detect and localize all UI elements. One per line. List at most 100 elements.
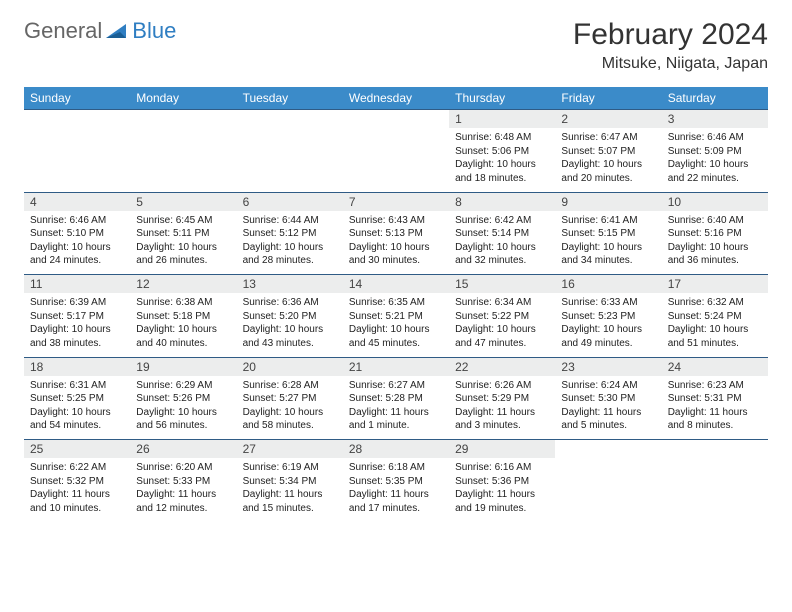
weekday-header: Sunday	[24, 87, 130, 110]
sunset-text: Sunset: 5:36 PM	[455, 475, 549, 489]
day-number-cell	[130, 110, 236, 129]
day-number-cell: 1	[449, 110, 555, 129]
sunset-text: Sunset: 5:32 PM	[30, 475, 124, 489]
sunset-text: Sunset: 5:23 PM	[561, 310, 655, 324]
day-detail-cell: Sunrise: 6:44 AMSunset: 5:12 PMDaylight:…	[237, 211, 343, 275]
sunrise-text: Sunrise: 6:29 AM	[136, 379, 230, 393]
day-number-cell	[343, 110, 449, 129]
day-detail-cell: Sunrise: 6:31 AMSunset: 5:25 PMDaylight:…	[24, 376, 130, 440]
day-detail-row: Sunrise: 6:31 AMSunset: 5:25 PMDaylight:…	[24, 376, 768, 440]
daylight-text: Daylight: 10 hours and 56 minutes.	[136, 406, 230, 433]
day-number-cell: 7	[343, 192, 449, 211]
day-number-cell: 23	[555, 357, 661, 376]
daylight-text: Daylight: 10 hours and 24 minutes.	[30, 241, 124, 268]
day-detail-cell: Sunrise: 6:29 AMSunset: 5:26 PMDaylight:…	[130, 376, 236, 440]
sunset-text: Sunset: 5:21 PM	[349, 310, 443, 324]
sunset-text: Sunset: 5:34 PM	[243, 475, 337, 489]
sunset-text: Sunset: 5:28 PM	[349, 392, 443, 406]
sunrise-text: Sunrise: 6:31 AM	[30, 379, 124, 393]
sunrise-text: Sunrise: 6:19 AM	[243, 461, 337, 475]
sunrise-text: Sunrise: 6:46 AM	[668, 131, 762, 145]
day-detail-row: Sunrise: 6:48 AMSunset: 5:06 PMDaylight:…	[24, 128, 768, 192]
day-detail-cell	[555, 458, 661, 522]
day-number-cell: 22	[449, 357, 555, 376]
day-detail-cell: Sunrise: 6:26 AMSunset: 5:29 PMDaylight:…	[449, 376, 555, 440]
sunset-text: Sunset: 5:07 PM	[561, 145, 655, 159]
day-number-cell	[662, 440, 768, 459]
daylight-text: Daylight: 11 hours and 15 minutes.	[243, 488, 337, 515]
day-number-cell: 26	[130, 440, 236, 459]
day-detail-cell	[343, 128, 449, 192]
sunrise-text: Sunrise: 6:33 AM	[561, 296, 655, 310]
sunrise-text: Sunrise: 6:28 AM	[243, 379, 337, 393]
brand-text-1: General	[24, 18, 102, 44]
day-number-cell: 19	[130, 357, 236, 376]
sunrise-text: Sunrise: 6:34 AM	[455, 296, 549, 310]
daylight-text: Daylight: 10 hours and 22 minutes.	[668, 158, 762, 185]
title-block: February 2024 Mitsuke, Niigata, Japan	[573, 18, 768, 73]
day-number-cell: 24	[662, 357, 768, 376]
sunset-text: Sunset: 5:09 PM	[668, 145, 762, 159]
daylight-text: Daylight: 10 hours and 20 minutes.	[561, 158, 655, 185]
month-title: February 2024	[573, 18, 768, 51]
day-detail-cell: Sunrise: 6:18 AMSunset: 5:35 PMDaylight:…	[343, 458, 449, 522]
day-number-cell: 14	[343, 275, 449, 294]
day-detail-cell: Sunrise: 6:35 AMSunset: 5:21 PMDaylight:…	[343, 293, 449, 357]
sunset-text: Sunset: 5:29 PM	[455, 392, 549, 406]
weekday-header: Friday	[555, 87, 661, 110]
daylight-text: Daylight: 10 hours and 49 minutes.	[561, 323, 655, 350]
day-detail-cell	[24, 128, 130, 192]
daylight-text: Daylight: 11 hours and 10 minutes.	[30, 488, 124, 515]
day-number-cell	[555, 440, 661, 459]
day-detail-cell: Sunrise: 6:38 AMSunset: 5:18 PMDaylight:…	[130, 293, 236, 357]
sunset-text: Sunset: 5:18 PM	[136, 310, 230, 324]
weekday-header: Tuesday	[237, 87, 343, 110]
day-detail-cell: Sunrise: 6:27 AMSunset: 5:28 PMDaylight:…	[343, 376, 449, 440]
sunset-text: Sunset: 5:15 PM	[561, 227, 655, 241]
sunset-text: Sunset: 5:10 PM	[30, 227, 124, 241]
sunset-text: Sunset: 5:27 PM	[243, 392, 337, 406]
day-detail-cell	[662, 458, 768, 522]
sunrise-text: Sunrise: 6:40 AM	[668, 214, 762, 228]
day-number-cell: 6	[237, 192, 343, 211]
day-detail-cell: Sunrise: 6:46 AMSunset: 5:09 PMDaylight:…	[662, 128, 768, 192]
sunrise-text: Sunrise: 6:18 AM	[349, 461, 443, 475]
sunrise-text: Sunrise: 6:47 AM	[561, 131, 655, 145]
sunrise-text: Sunrise: 6:24 AM	[561, 379, 655, 393]
sunrise-text: Sunrise: 6:41 AM	[561, 214, 655, 228]
sunrise-text: Sunrise: 6:22 AM	[30, 461, 124, 475]
sunrise-text: Sunrise: 6:46 AM	[30, 214, 124, 228]
day-number-cell: 9	[555, 192, 661, 211]
day-detail-cell: Sunrise: 6:19 AMSunset: 5:34 PMDaylight:…	[237, 458, 343, 522]
sunrise-text: Sunrise: 6:43 AM	[349, 214, 443, 228]
day-number-cell: 15	[449, 275, 555, 294]
daylight-text: Daylight: 10 hours and 54 minutes.	[30, 406, 124, 433]
day-detail-cell: Sunrise: 6:33 AMSunset: 5:23 PMDaylight:…	[555, 293, 661, 357]
daylight-text: Daylight: 10 hours and 47 minutes.	[455, 323, 549, 350]
daylight-text: Daylight: 10 hours and 26 minutes.	[136, 241, 230, 268]
daylight-text: Daylight: 11 hours and 12 minutes.	[136, 488, 230, 515]
daylight-text: Daylight: 10 hours and 30 minutes.	[349, 241, 443, 268]
sunset-text: Sunset: 5:33 PM	[136, 475, 230, 489]
sunset-text: Sunset: 5:20 PM	[243, 310, 337, 324]
sunset-text: Sunset: 5:12 PM	[243, 227, 337, 241]
sunset-text: Sunset: 5:13 PM	[349, 227, 443, 241]
sunset-text: Sunset: 5:16 PM	[668, 227, 762, 241]
daylight-text: Daylight: 11 hours and 1 minute.	[349, 406, 443, 433]
brand-logo: General Blue	[24, 18, 176, 44]
day-number-cell: 16	[555, 275, 661, 294]
calendar-table: Sunday Monday Tuesday Wednesday Thursday…	[24, 87, 768, 522]
daylight-text: Daylight: 11 hours and 3 minutes.	[455, 406, 549, 433]
daylight-text: Daylight: 11 hours and 17 minutes.	[349, 488, 443, 515]
sunset-text: Sunset: 5:14 PM	[455, 227, 549, 241]
sunset-text: Sunset: 5:30 PM	[561, 392, 655, 406]
daylight-text: Daylight: 10 hours and 36 minutes.	[668, 241, 762, 268]
daylight-text: Daylight: 11 hours and 8 minutes.	[668, 406, 762, 433]
day-detail-cell: Sunrise: 6:48 AMSunset: 5:06 PMDaylight:…	[449, 128, 555, 192]
weekday-header: Wednesday	[343, 87, 449, 110]
day-number-cell: 17	[662, 275, 768, 294]
day-detail-cell: Sunrise: 6:40 AMSunset: 5:16 PMDaylight:…	[662, 211, 768, 275]
sunset-text: Sunset: 5:31 PM	[668, 392, 762, 406]
daylight-text: Daylight: 10 hours and 58 minutes.	[243, 406, 337, 433]
sunset-text: Sunset: 5:35 PM	[349, 475, 443, 489]
